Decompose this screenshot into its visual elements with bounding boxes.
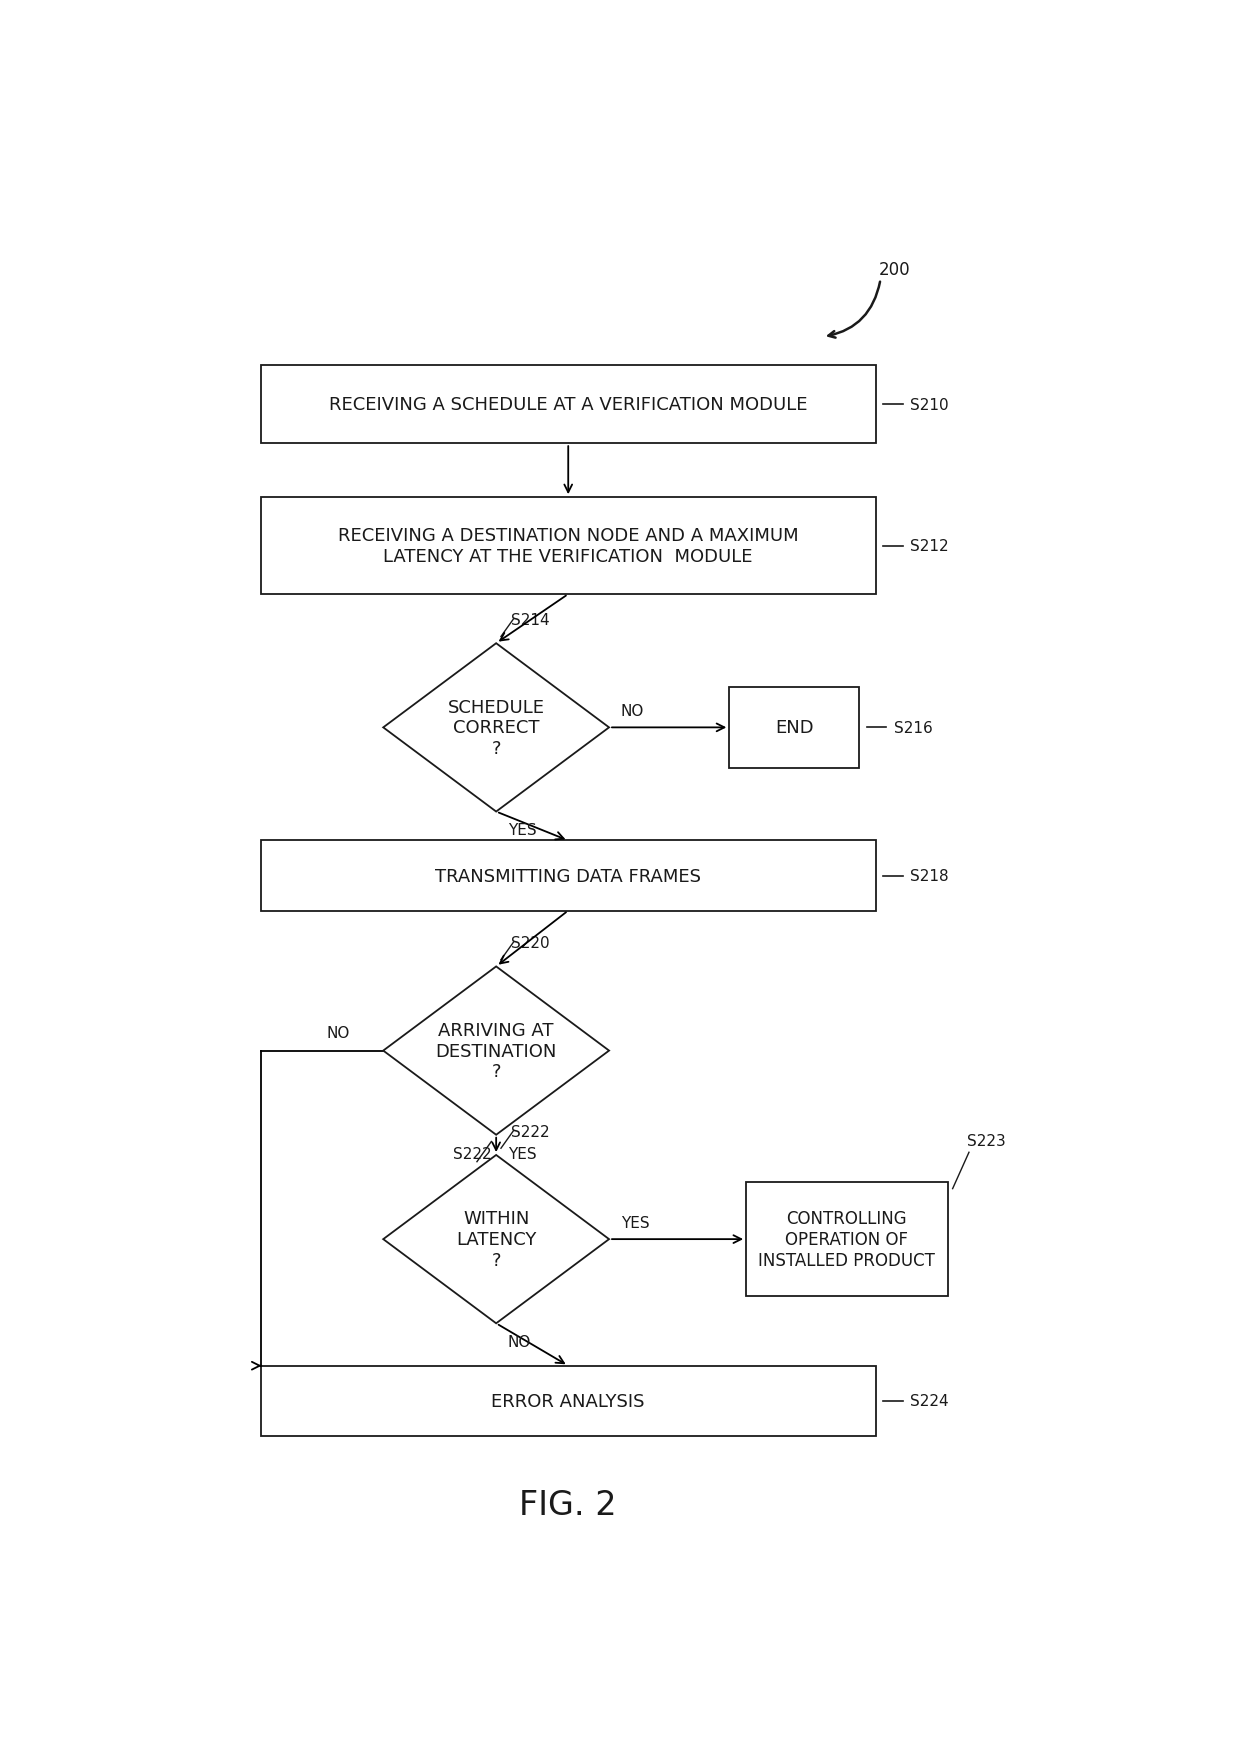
FancyBboxPatch shape — [746, 1182, 947, 1297]
Text: YES: YES — [620, 1215, 650, 1231]
Text: NO: NO — [620, 703, 644, 718]
Polygon shape — [383, 1155, 609, 1323]
Text: RECEIVING A DESTINATION NODE AND A MAXIMUM
LATENCY AT THE VERIFICATION  MODULE: RECEIVING A DESTINATION NODE AND A MAXIM… — [339, 526, 799, 566]
Text: S222: S222 — [453, 1147, 491, 1161]
Text: TRANSMITTING DATA FRAMES: TRANSMITTING DATA FRAMES — [435, 867, 702, 884]
Text: FIG. 2: FIG. 2 — [520, 1488, 618, 1521]
Text: S212: S212 — [910, 538, 949, 554]
Text: RECEIVING A SCHEDULE AT A VERIFICATION MODULE: RECEIVING A SCHEDULE AT A VERIFICATION M… — [329, 397, 807, 414]
Text: YES: YES — [507, 823, 537, 837]
Text: WITHIN
LATENCY
?: WITHIN LATENCY ? — [456, 1210, 537, 1269]
FancyBboxPatch shape — [260, 841, 875, 911]
Text: S214: S214 — [511, 614, 549, 628]
FancyBboxPatch shape — [729, 687, 859, 769]
Text: S218: S218 — [910, 869, 949, 883]
Text: NO: NO — [507, 1334, 531, 1349]
Text: S222: S222 — [511, 1124, 549, 1140]
Polygon shape — [383, 643, 609, 813]
Polygon shape — [383, 967, 609, 1134]
Text: END: END — [775, 718, 813, 738]
FancyBboxPatch shape — [260, 498, 875, 594]
Text: S216: S216 — [894, 720, 932, 736]
Text: 200: 200 — [879, 262, 911, 280]
FancyBboxPatch shape — [260, 365, 875, 444]
Text: ERROR ANALYSIS: ERROR ANALYSIS — [491, 1391, 645, 1411]
Text: CONTROLLING
OPERATION OF
INSTALLED PRODUCT: CONTROLLING OPERATION OF INSTALLED PRODU… — [759, 1210, 935, 1269]
Text: S220: S220 — [511, 935, 549, 951]
Text: S224: S224 — [910, 1393, 949, 1409]
FancyBboxPatch shape — [260, 1365, 875, 1435]
Text: SCHEDULE
CORRECT
?: SCHEDULE CORRECT ? — [448, 697, 544, 757]
Text: S223: S223 — [967, 1133, 1006, 1148]
Text: ARRIVING AT
DESTINATION
?: ARRIVING AT DESTINATION ? — [435, 1021, 557, 1080]
Text: S210: S210 — [910, 397, 949, 413]
Text: YES: YES — [507, 1147, 537, 1161]
Text: NO: NO — [326, 1026, 350, 1040]
